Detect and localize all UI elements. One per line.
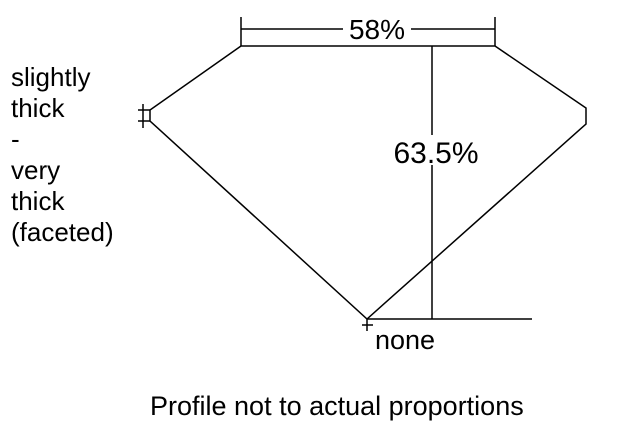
girdle-label-line: thick [11, 186, 65, 216]
culet-label: none [375, 325, 435, 355]
girdle-label-line: thick [11, 93, 65, 123]
girdle-label-line: slightly [11, 62, 91, 92]
caption: Profile not to actual proportions [150, 391, 524, 421]
girdle-thickness-label: slightly thick - very thick (faceted) [11, 62, 114, 248]
gem-outline [149, 45, 587, 321]
girdle-label-line: very [11, 155, 61, 185]
girdle-label-line: - [11, 124, 20, 154]
girdle-label-line: (faceted) [11, 217, 114, 247]
depth-percent-label: 63.5% [393, 137, 478, 170]
table-percent-label: 58% [349, 14, 405, 45]
